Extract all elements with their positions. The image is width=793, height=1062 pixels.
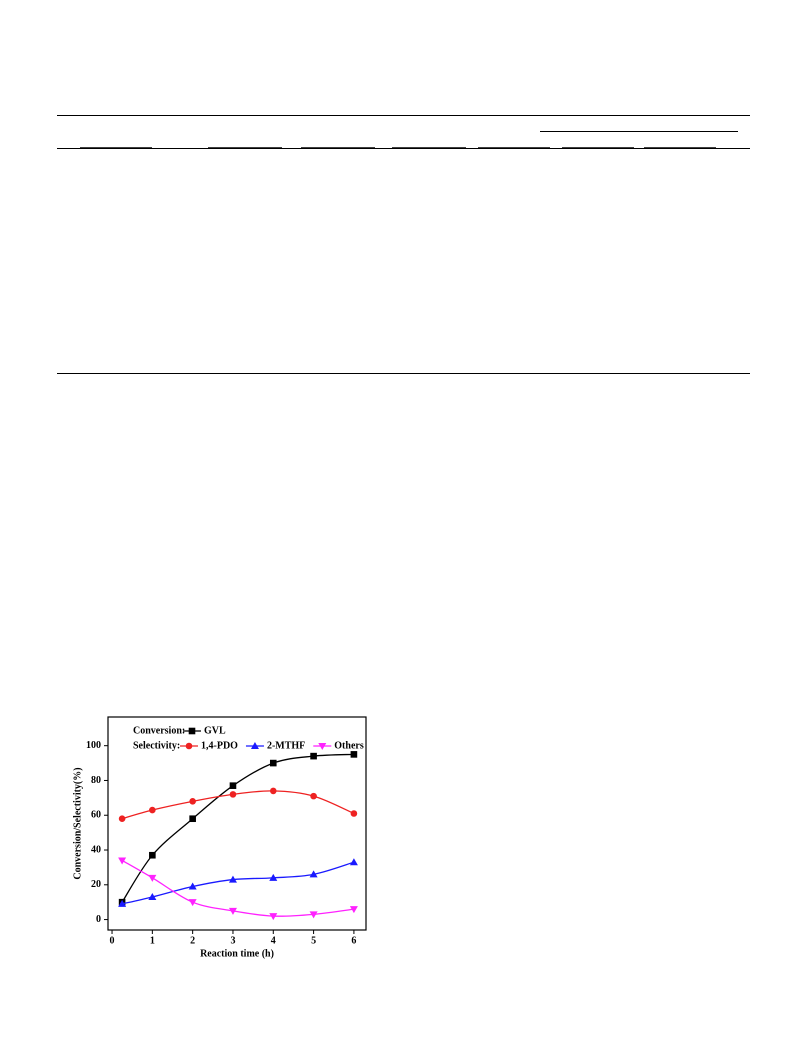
marker	[309, 870, 318, 878]
x-tick-label: 6	[351, 935, 356, 946]
marker	[318, 743, 327, 750]
marker	[269, 873, 278, 881]
y-axis-label: Conversion/Selectivity(%)	[72, 767, 83, 879]
legend-label: Others	[334, 740, 364, 751]
y-tick-label: 60	[91, 810, 101, 821]
series-line	[121, 861, 355, 905]
y-tick-label: 80	[91, 775, 101, 786]
marker	[229, 782, 237, 789]
marker	[349, 858, 358, 866]
marker	[309, 911, 318, 919]
x-tick-label: 3	[230, 935, 235, 946]
marker	[269, 759, 277, 767]
marker	[118, 815, 126, 823]
legend-entry: Others	[313, 740, 364, 751]
marker	[188, 899, 197, 907]
y-tick-label: 20	[91, 879, 101, 890]
y-tick-label: 100	[86, 740, 101, 751]
x-tick-label: 5	[311, 935, 316, 946]
marker	[148, 874, 157, 882]
legend-label: 1,4-PDO	[201, 740, 238, 751]
marker	[350, 810, 358, 817]
marker	[149, 806, 156, 814]
marker	[148, 892, 157, 900]
marker	[188, 882, 197, 890]
marker	[185, 742, 193, 750]
marker	[149, 851, 156, 859]
plot-frame	[107, 716, 367, 931]
marker	[189, 815, 196, 823]
legend-label: 2-MTHF	[267, 740, 305, 751]
x-tick-label: 1	[150, 935, 155, 946]
y-tick-label: 0	[96, 914, 101, 925]
legend-entry: 1,4-PDO	[180, 740, 238, 751]
marker	[228, 875, 237, 883]
marker	[269, 787, 277, 795]
marker	[118, 899, 127, 907]
x-tick-label: 0	[110, 935, 115, 946]
marker	[228, 907, 237, 915]
legend-entry: GVL	[183, 725, 226, 736]
marker	[269, 913, 278, 921]
marker	[189, 798, 196, 805]
legend-label: GVL	[204, 725, 226, 736]
series-line	[121, 859, 354, 917]
marker	[250, 742, 259, 749]
x-tick-label: 4	[271, 935, 276, 946]
marker	[349, 906, 358, 914]
marker	[229, 791, 237, 798]
marker	[310, 752, 317, 760]
marker	[118, 857, 127, 865]
series-line	[121, 790, 355, 820]
marker	[188, 727, 196, 735]
marker	[310, 792, 317, 800]
marker	[350, 751, 358, 758]
legend-group-label: Selectivity:	[133, 740, 180, 751]
legend-entry: 2-MTHF	[245, 740, 305, 751]
y-tick-label: 40	[91, 844, 101, 855]
x-axis-label: Reaction time (h)	[200, 948, 274, 959]
x-tick-label: 2	[190, 935, 195, 946]
legend-group-label: Conversion:	[133, 725, 185, 736]
